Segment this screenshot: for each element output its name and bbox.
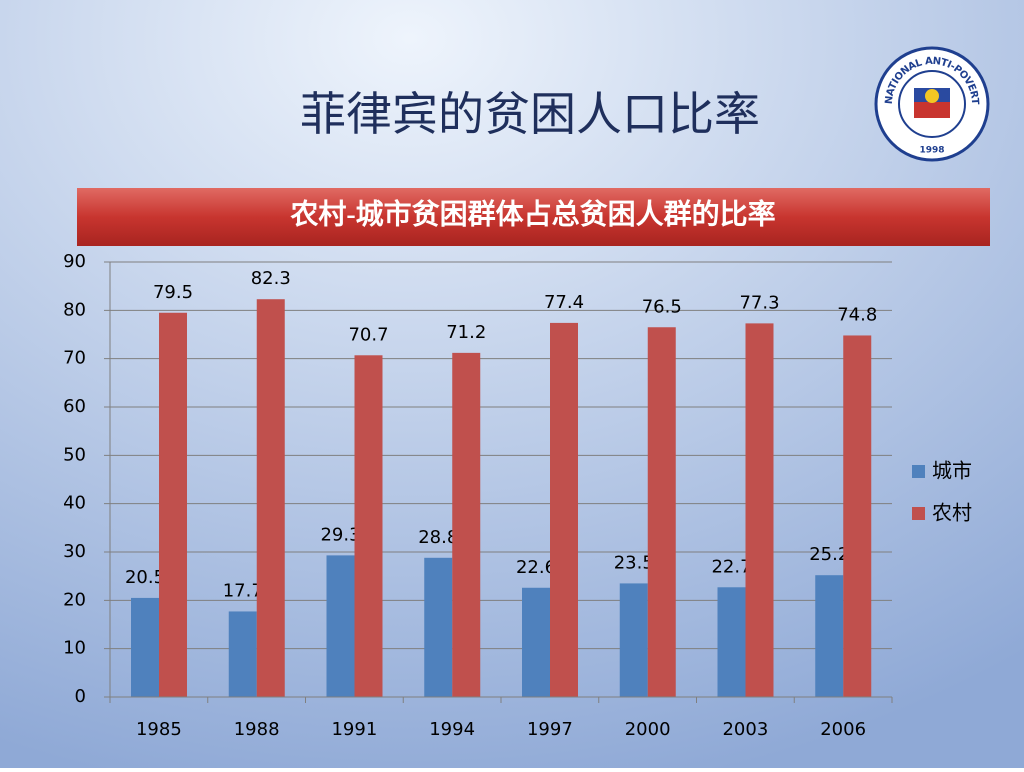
data-label: 71.2 (446, 322, 486, 343)
legend-label: 农村 (932, 501, 972, 525)
legend-swatch (912, 465, 925, 478)
bar (522, 587, 550, 697)
data-label: 22.6 (516, 557, 556, 578)
bar (131, 597, 159, 697)
bar (717, 587, 746, 697)
x-tick-label: 2003 (722, 719, 768, 740)
y-tick-label: 10 (63, 638, 86, 659)
bar (326, 555, 355, 697)
data-label: 77.3 (739, 292, 779, 313)
data-label: 74.8 (837, 304, 877, 325)
bar (256, 299, 285, 697)
y-tick-label: 90 (63, 251, 86, 272)
x-tick-label: 1997 (527, 719, 573, 740)
y-tick-label: 40 (63, 493, 86, 514)
x-tick-label: 1991 (331, 719, 377, 740)
y-tick-label: 30 (63, 541, 86, 562)
data-label: 20.5 (125, 567, 165, 588)
bar (452, 352, 481, 697)
banner-title: 农村-城市贫困群体占总贫困人群的比率 (289, 197, 775, 230)
y-tick-label: 80 (63, 299, 86, 320)
data-label: 22.7 (711, 556, 751, 577)
data-label: 76.5 (642, 296, 682, 317)
data-label: 79.5 (153, 282, 193, 303)
data-label: 17.7 (223, 580, 263, 601)
bar (228, 611, 257, 697)
bar (354, 355, 383, 697)
data-label: 29.3 (320, 524, 360, 545)
y-tick-label: 70 (63, 348, 86, 369)
y-tick-label: 60 (63, 396, 86, 417)
y-tick-label: 50 (63, 444, 86, 465)
legend-label: 城市 (932, 459, 972, 483)
y-tick-label: 20 (63, 589, 86, 610)
x-tick-label: 1985 (136, 719, 182, 740)
banner (77, 188, 990, 246)
bar (550, 322, 578, 697)
bar (619, 583, 648, 697)
bar (815, 575, 844, 697)
data-label: 77.4 (544, 292, 584, 313)
legend-swatch (912, 507, 925, 520)
logo-flag (914, 102, 950, 118)
bar (843, 335, 872, 697)
x-tick-label: 2000 (625, 719, 671, 740)
x-tick-label: 2006 (820, 719, 866, 740)
bar (745, 323, 774, 697)
data-label: 70.7 (348, 324, 388, 345)
logo-sun (925, 89, 939, 103)
x-tick-label: 1988 (234, 719, 280, 740)
slide-title: 菲律宾的贫困人口比率 (300, 87, 760, 141)
data-label: 25.2 (809, 544, 849, 565)
logo-year: 1998 (919, 146, 944, 156)
bar (424, 557, 453, 697)
y-tick-label: 0 (75, 686, 86, 707)
data-label: 28.8 (418, 527, 458, 548)
data-label: 23.5 (614, 552, 654, 573)
data-label: 82.3 (251, 268, 291, 289)
bar (647, 327, 676, 697)
bar (159, 312, 187, 697)
x-tick-label: 1994 (429, 719, 475, 740)
